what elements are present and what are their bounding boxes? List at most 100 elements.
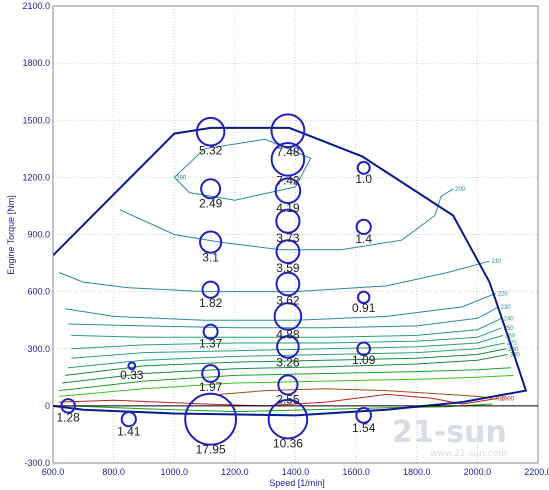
contour-label: 240 [504,316,515,322]
data-point [275,271,301,297]
data-label: 1.37 [199,337,223,351]
data-label: 1.54 [352,421,376,435]
data-label: 5.32 [199,144,223,158]
data-label: 3.1 [202,251,219,265]
contour-line [65,348,507,376]
data-point [275,208,301,234]
contour-line [68,403,493,413]
y-tick-label: -300.0 [24,458,50,468]
data-label: 4.19 [276,201,300,215]
data-point [184,392,238,446]
data-point [270,141,306,177]
x-tick-label: 1000.0 [160,467,188,477]
x-tick-label: 800.0 [102,467,125,477]
data-label: 1.28 [56,411,80,425]
watermark-text: 21-sun [392,415,507,450]
data-label: 0.33 [120,368,144,382]
data-point [270,113,306,149]
contour-label: 280 [508,347,519,353]
data-point [274,177,302,205]
contour-line [119,188,454,251]
data-point [202,323,219,340]
data-label: 0.91 [352,301,376,315]
data-label: 10.36 [273,437,303,451]
data-point [60,398,76,414]
data-point [356,160,371,175]
contour-line [173,138,312,201]
contour-label: 210 [492,259,503,265]
data-point [357,290,371,305]
contour-label: 220 [498,292,509,298]
data-labels: 5.32 7.48 7.42 1.0 2.49 4.19 3.73 1.4 3.1 3.59 1.8… [56,144,375,457]
contour-line [68,306,499,329]
data-label: 2.55 [276,393,300,407]
data-point [199,230,223,254]
contour-line [59,393,499,407]
data-label: 1.82 [199,296,223,310]
x-tick-label: 1600.0 [342,467,370,477]
contour-line [71,327,502,350]
data-label: 2.49 [199,196,223,210]
tick-labels: 600.0 800.0 1000.0 1200.0 1400.0 1600.0 1800.0… [22,1,549,477]
contour-label: 260 [505,333,516,339]
data-label: 7.48 [276,145,300,159]
data-label: 3.59 [276,261,300,275]
data-label: 4.88 [276,328,300,342]
x-tick-label: 2200.0 [524,467,549,477]
data-label: 1.09 [352,353,376,367]
contour-line [59,367,511,392]
data-point [356,341,372,357]
data-label: 1.97 [199,380,223,394]
contour-label: 230 [501,305,512,311]
y-tick-label: 300.0 [27,344,50,354]
y-tick-label: 1200.0 [22,172,50,182]
data-point [273,302,303,331]
contour-label: 1000 [501,396,515,402]
contour-line [68,342,505,369]
data-label: 3.62 [276,293,300,307]
contour-line [62,354,508,384]
data-point [275,239,301,265]
contour-label: 750 [495,396,506,402]
x-tick-label: 1400.0 [282,467,310,477]
data-point [355,218,372,235]
y-tick-label: 0 [45,401,50,411]
data-point [355,406,373,424]
y-axis-label: Engine Torque [Nm] [6,195,16,274]
data-label: 1.0 [355,172,372,186]
x-tick-label: 600.0 [42,467,65,477]
full-load-curve [52,126,528,417]
full-load-line [52,126,528,417]
y-tick-label: 1800.0 [22,58,50,68]
data-label: 3.26 [276,356,300,370]
contour-label: 270 [507,341,518,347]
plot-frame [52,5,539,464]
watermark-url: www.21-sun.com [430,449,507,459]
data-point [276,335,300,359]
y-tick-label: 900.0 [27,230,50,240]
x-tick-label: 1800.0 [403,467,431,477]
watermark: 21-sun www.21-sun.com [392,415,507,459]
x-tick-label: 1200.0 [221,467,249,477]
data-label: 3.73 [276,231,300,245]
contour-label: 250 [504,326,515,332]
contour-line [71,334,504,359]
data-label: 17.95 [196,443,226,457]
data-point [267,398,309,440]
contour-line [71,317,502,338]
contour-label: 190 [176,175,187,181]
data-points [60,113,373,446]
data-point [201,280,220,299]
contour-line [58,260,490,293]
y-tick-label: 2100.0 [22,1,50,11]
data-label: 1.4 [355,232,372,246]
data-point [277,374,299,396]
data-point [127,361,137,371]
y-tick-label: 600.0 [27,287,50,297]
data-point [200,178,222,200]
data-point [195,116,226,147]
contour-line [65,293,496,321]
